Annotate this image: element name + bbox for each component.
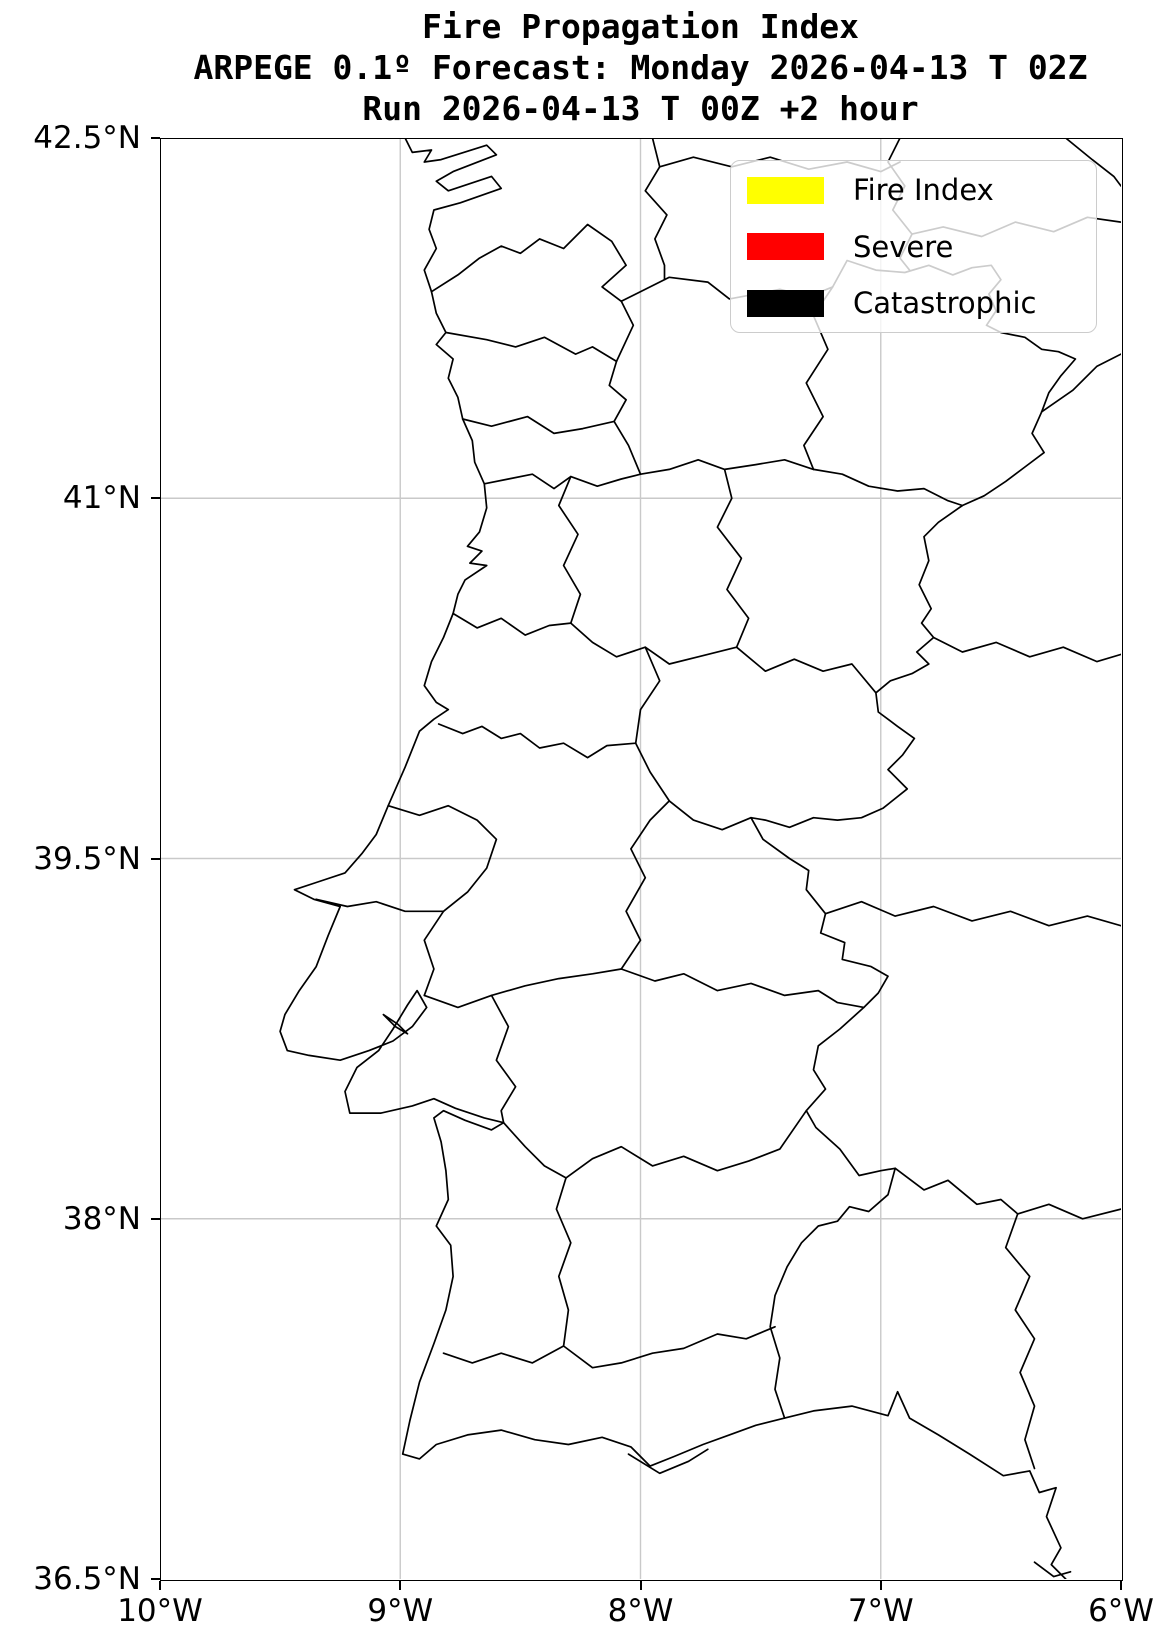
map-line-district-braga-porto <box>461 415 615 435</box>
plot-frame <box>160 138 1123 1581</box>
map-line-district-aveiro-coimbra <box>452 612 572 636</box>
map-line-district-aveiro-viseu <box>557 475 582 624</box>
chart-title: Fire Propagation Index <box>421 7 860 46</box>
map-line-district-cb-south <box>634 742 752 831</box>
map-line-tejo-island <box>382 1013 409 1035</box>
y-tick-mark <box>151 1578 160 1580</box>
legend: Fire Index Severe Catastrophic <box>730 160 1097 333</box>
map-line-district-lisboa-santarem <box>315 898 445 997</box>
map-line-cadiz-spit <box>1033 1561 1072 1578</box>
x-tick-label: 10°W <box>117 1593 203 1629</box>
x-tick-mark <box>879 1581 882 1590</box>
legend-item: Fire Index <box>747 174 1080 206</box>
map-line-district-setubal-evora <box>490 994 517 1124</box>
y-tick-mark <box>151 857 160 860</box>
chart-subtitle: ARPEGE 0.1º Forecast: Monday 2026-04-13 … <box>193 48 1088 87</box>
y-tick-label: 39.5°N <box>33 840 141 877</box>
x-tick-mark <box>159 1581 161 1590</box>
y-tick-mark <box>151 137 160 139</box>
y-tick-label: 36.5°N <box>33 1561 141 1597</box>
map-line-district-leiria-santarem <box>387 804 498 913</box>
map-line-district-mid-belt <box>569 622 877 694</box>
x-tick-label: 6°W <box>1088 1593 1154 1629</box>
x-tick-label: 8°W <box>607 1593 674 1629</box>
map-line-district-viseu-guarda <box>716 468 750 649</box>
x-tick-mark <box>1120 1581 1122 1590</box>
legend-swatch-catastrophic <box>747 289 824 317</box>
title-block: Fire Propagation Index ARPEGE 0.1º Forec… <box>160 6 1121 129</box>
chart-run-info: Run 2026-04-13 T 00Z +2 hour <box>362 89 919 128</box>
map-line-district-portalegre-evora <box>620 968 865 1009</box>
map-line-district-douro-line <box>483 458 964 507</box>
map-line-district-coimbra-leiria <box>437 723 637 759</box>
map-line-district-coimbra-cb <box>634 646 661 745</box>
x-tick-label: 7°W <box>847 1593 914 1629</box>
y-tick-label: 38°N <box>62 1200 141 1237</box>
y-tick-label: 41°N <box>62 480 141 517</box>
map-line-ria-formosa-spit <box>627 1448 709 1475</box>
map-line-district-setubal-beja <box>555 1177 572 1347</box>
map-line-spain-ne-corner <box>1064 138 1121 187</box>
map-line-district-sado-evora <box>502 1121 567 1179</box>
map-line-district-beja-faro <box>442 1325 776 1369</box>
map-line-district-viana-braga <box>445 331 618 363</box>
map-line-spain-caceres-badajoz <box>824 900 1121 927</box>
legend-item: Severe <box>747 231 1080 263</box>
map-line-coastline <box>279 138 1067 1579</box>
map-line-spain-badajoz-andalucia <box>894 1167 1121 1220</box>
x-tick-label: 9°W <box>367 1593 434 1629</box>
x-tick-mark <box>399 1581 402 1590</box>
map-line-district-evora-beja <box>565 1109 808 1179</box>
x-tick-mark <box>639 1581 642 1590</box>
map-line-district-santarem-portalegre <box>620 800 671 970</box>
legend-item: Catastrophic <box>747 287 1080 319</box>
map-line-district-vilareal-west <box>608 300 642 476</box>
map-line-district-tejo-south <box>423 968 623 1009</box>
y-tick-mark <box>151 497 160 500</box>
y-tick-mark <box>151 1217 160 1220</box>
legend-label: Severe <box>853 229 954 264</box>
y-tick-label: 42.5°N <box>33 120 141 156</box>
legend-label: Catastrophic <box>853 286 1037 320</box>
legend-label: Fire Index <box>853 173 994 207</box>
map-line-spain-zamora-salamanca <box>1040 353 1121 413</box>
map-line-spain-salamanca-caceres <box>932 636 1121 663</box>
map-line-spain-huelva-sevilla <box>1004 1213 1036 1470</box>
legend-swatch-fire-index <box>747 176 824 204</box>
legend-swatch-severe <box>747 233 824 260</box>
